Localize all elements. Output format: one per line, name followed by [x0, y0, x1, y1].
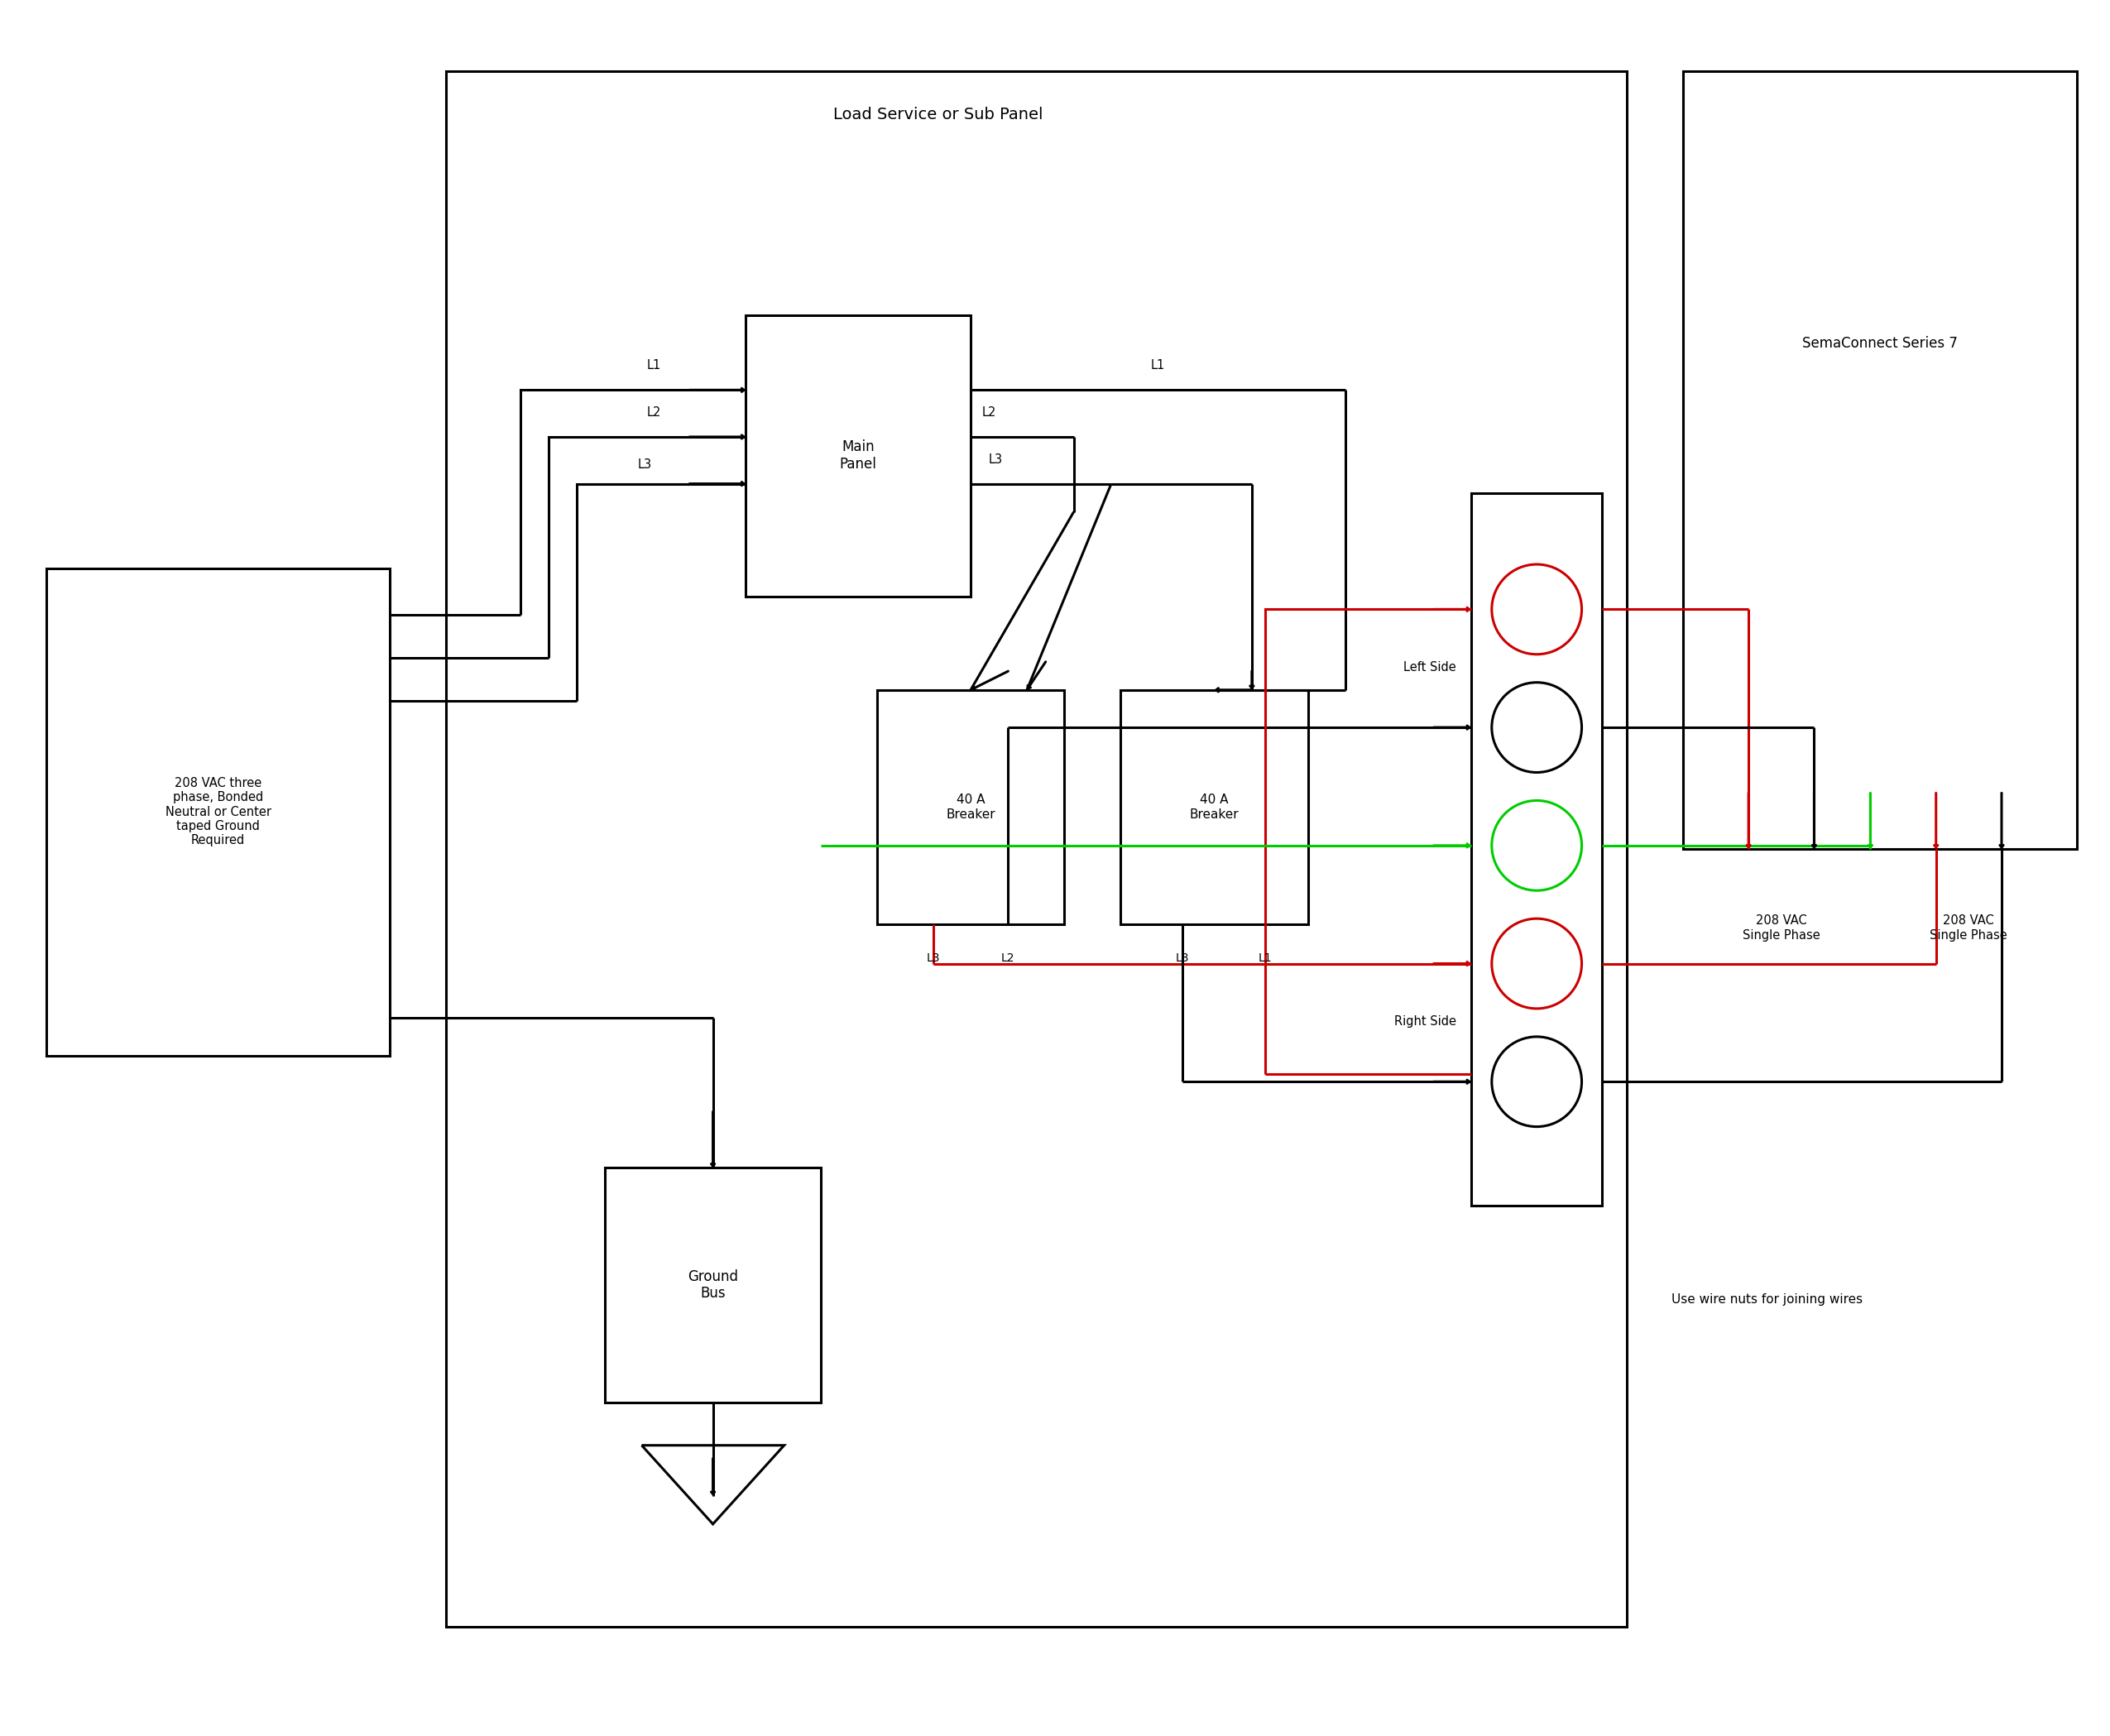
Bar — [46, 568, 390, 1055]
Text: L3: L3 — [987, 453, 1002, 465]
Text: L3: L3 — [926, 951, 939, 963]
Text: Load Service or Sub Panel: Load Service or Sub Panel — [833, 106, 1042, 122]
Text: 40 A
Breaker: 40 A Breaker — [1190, 793, 1239, 821]
Bar — [1471, 493, 1601, 1205]
Text: L1: L1 — [1150, 359, 1165, 372]
Text: 40 A
Breaker: 40 A Breaker — [945, 793, 996, 821]
Text: L3: L3 — [637, 458, 652, 470]
Text: L1: L1 — [1258, 951, 1272, 963]
Text: 208 VAC three
phase, Bonded
Neutral or Center
taped Ground
Required: 208 VAC three phase, Bonded Neutral or C… — [165, 776, 270, 847]
Circle shape — [1492, 918, 1582, 1009]
Text: Use wire nuts for joining wires: Use wire nuts for joining wires — [1671, 1293, 1863, 1305]
Text: L2: L2 — [1002, 951, 1015, 963]
Text: Main
Panel: Main Panel — [840, 439, 878, 472]
Text: L2: L2 — [983, 406, 996, 418]
Text: Left Side: Left Side — [1403, 661, 1456, 674]
Circle shape — [1492, 1036, 1582, 1127]
Text: L2: L2 — [648, 406, 660, 418]
Bar — [745, 314, 971, 595]
Text: SemaConnect Series 7: SemaConnect Series 7 — [1802, 335, 1958, 351]
Text: 208 VAC
Single Phase: 208 VAC Single Phase — [1931, 915, 2007, 941]
Bar — [606, 1168, 821, 1403]
Circle shape — [1492, 564, 1582, 654]
Bar — [1120, 689, 1308, 924]
Text: 208 VAC
Single Phase: 208 VAC Single Phase — [1743, 915, 1821, 941]
Bar — [878, 689, 1063, 924]
Bar — [1684, 71, 2076, 849]
Circle shape — [1492, 800, 1582, 891]
Text: Right Side: Right Side — [1395, 1016, 1456, 1028]
Text: L3: L3 — [1175, 951, 1190, 963]
Text: Ground
Bus: Ground Bus — [688, 1269, 738, 1300]
Text: L1: L1 — [648, 359, 660, 372]
Bar — [445, 71, 1627, 1627]
Circle shape — [1492, 682, 1582, 773]
